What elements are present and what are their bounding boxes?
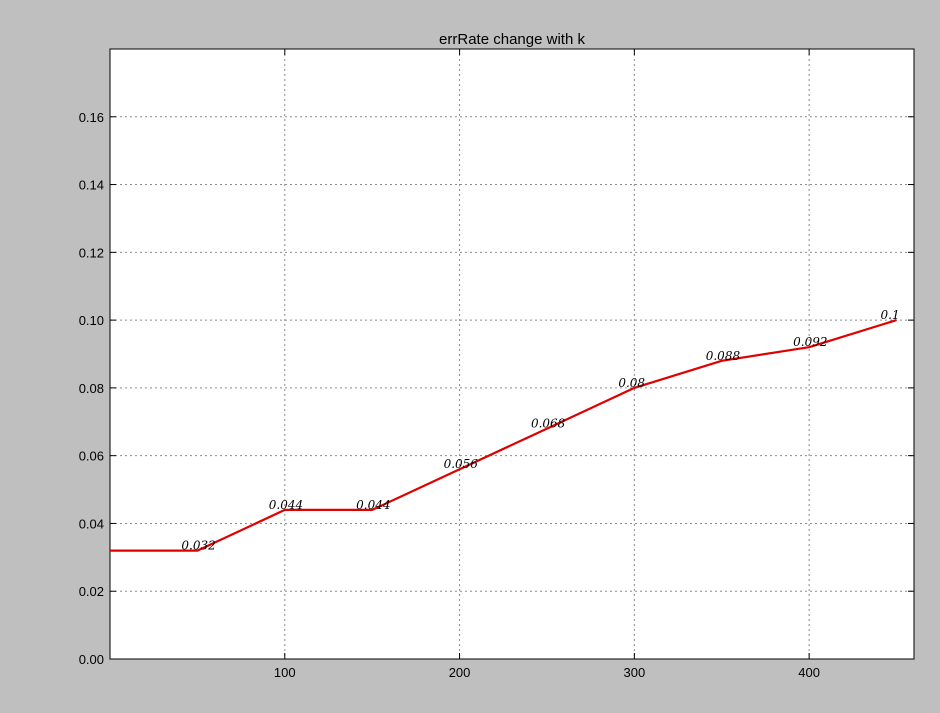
y-tick-label: 0.08 <box>79 381 104 396</box>
y-tick-label: 0.16 <box>79 110 104 125</box>
y-tick-label: 0.00 <box>79 652 104 667</box>
data-label: 0.044 <box>356 498 390 512</box>
x-tick-label: 100 <box>274 665 296 680</box>
data-label: 0.092 <box>793 335 827 349</box>
y-tick-label: 0.10 <box>79 313 104 328</box>
x-tick-label: 400 <box>798 665 820 680</box>
data-labels: 0.032 0.044 0.044 0.056 0.068 0.08 0.088 0.092 0… <box>181 308 899 552</box>
y-tick-label: 0.02 <box>79 584 104 599</box>
x-axis-ticks: 100 200 300 400 <box>274 49 820 680</box>
data-label: 0.068 <box>531 417 566 431</box>
y-axis-ticks: 0.00 0.02 0.04 0.06 0.08 0.10 0.12 0.14 0.16 <box>79 110 914 667</box>
grid-lines <box>110 49 914 659</box>
data-label: 0.056 <box>444 457 479 471</box>
plot-area <box>109 48 915 660</box>
data-label: 0.032 <box>181 539 215 553</box>
series-layer <box>110 319 897 552</box>
data-label: 0.1 <box>881 308 900 322</box>
x-tick-label: 200 <box>449 665 471 680</box>
chart-title: errRate change with k <box>439 31 585 48</box>
data-label: 0.08 <box>618 376 645 390</box>
y-tick-label: 0.14 <box>79 178 104 193</box>
y-tick-label: 0.06 <box>79 449 104 464</box>
data-label: 0.088 <box>706 349 741 363</box>
x-tick-label: 300 <box>623 665 645 680</box>
series-line <box>110 319 897 552</box>
y-tick-label: 0.12 <box>79 245 104 260</box>
data-label: 0.044 <box>269 498 303 512</box>
y-tick-label: 0.04 <box>79 516 104 531</box>
